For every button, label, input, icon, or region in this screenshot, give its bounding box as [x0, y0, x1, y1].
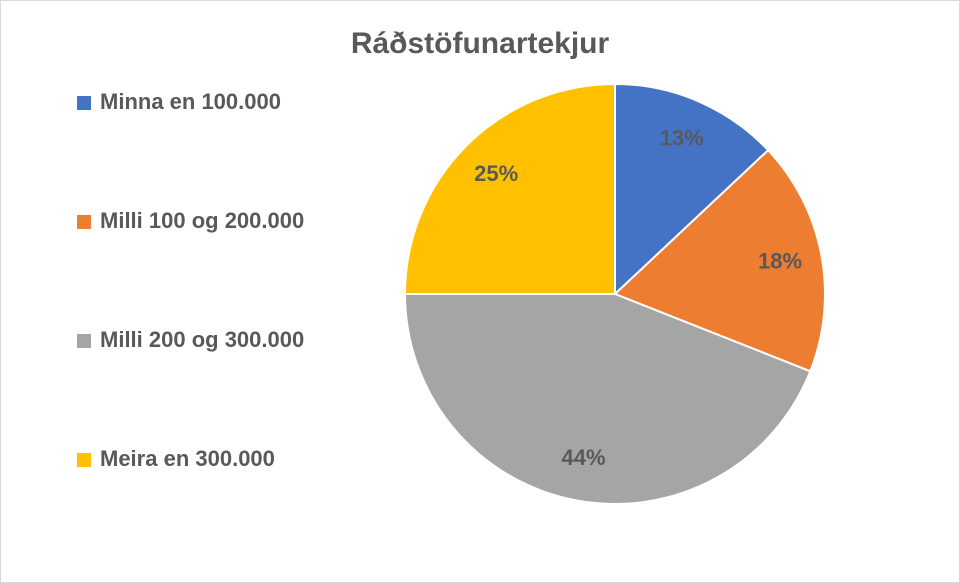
legend-label: Milli 200 og 300.000 — [100, 327, 304, 352]
legend-label: Minna en 100.000 — [100, 89, 281, 114]
pie-slice — [403, 82, 616, 295]
legend-swatch — [77, 453, 91, 467]
pie-slice — [613, 148, 826, 373]
legend-swatch — [77, 96, 91, 110]
legend-swatch — [77, 215, 91, 229]
data-label: 18% — [758, 248, 802, 273]
legend-label: Meira en 300.000 — [100, 446, 275, 471]
legend-swatch — [77, 334, 91, 348]
pie-slice — [614, 82, 770, 297]
data-label: 25% — [474, 161, 518, 186]
data-label: 13% — [660, 126, 704, 151]
data-label: 44% — [561, 445, 605, 470]
pie-slice — [403, 293, 812, 505]
legend-label: Milli 100 og 200.000 — [100, 208, 304, 233]
chart-title: Ráðstöfunartekjur — [351, 27, 610, 60]
